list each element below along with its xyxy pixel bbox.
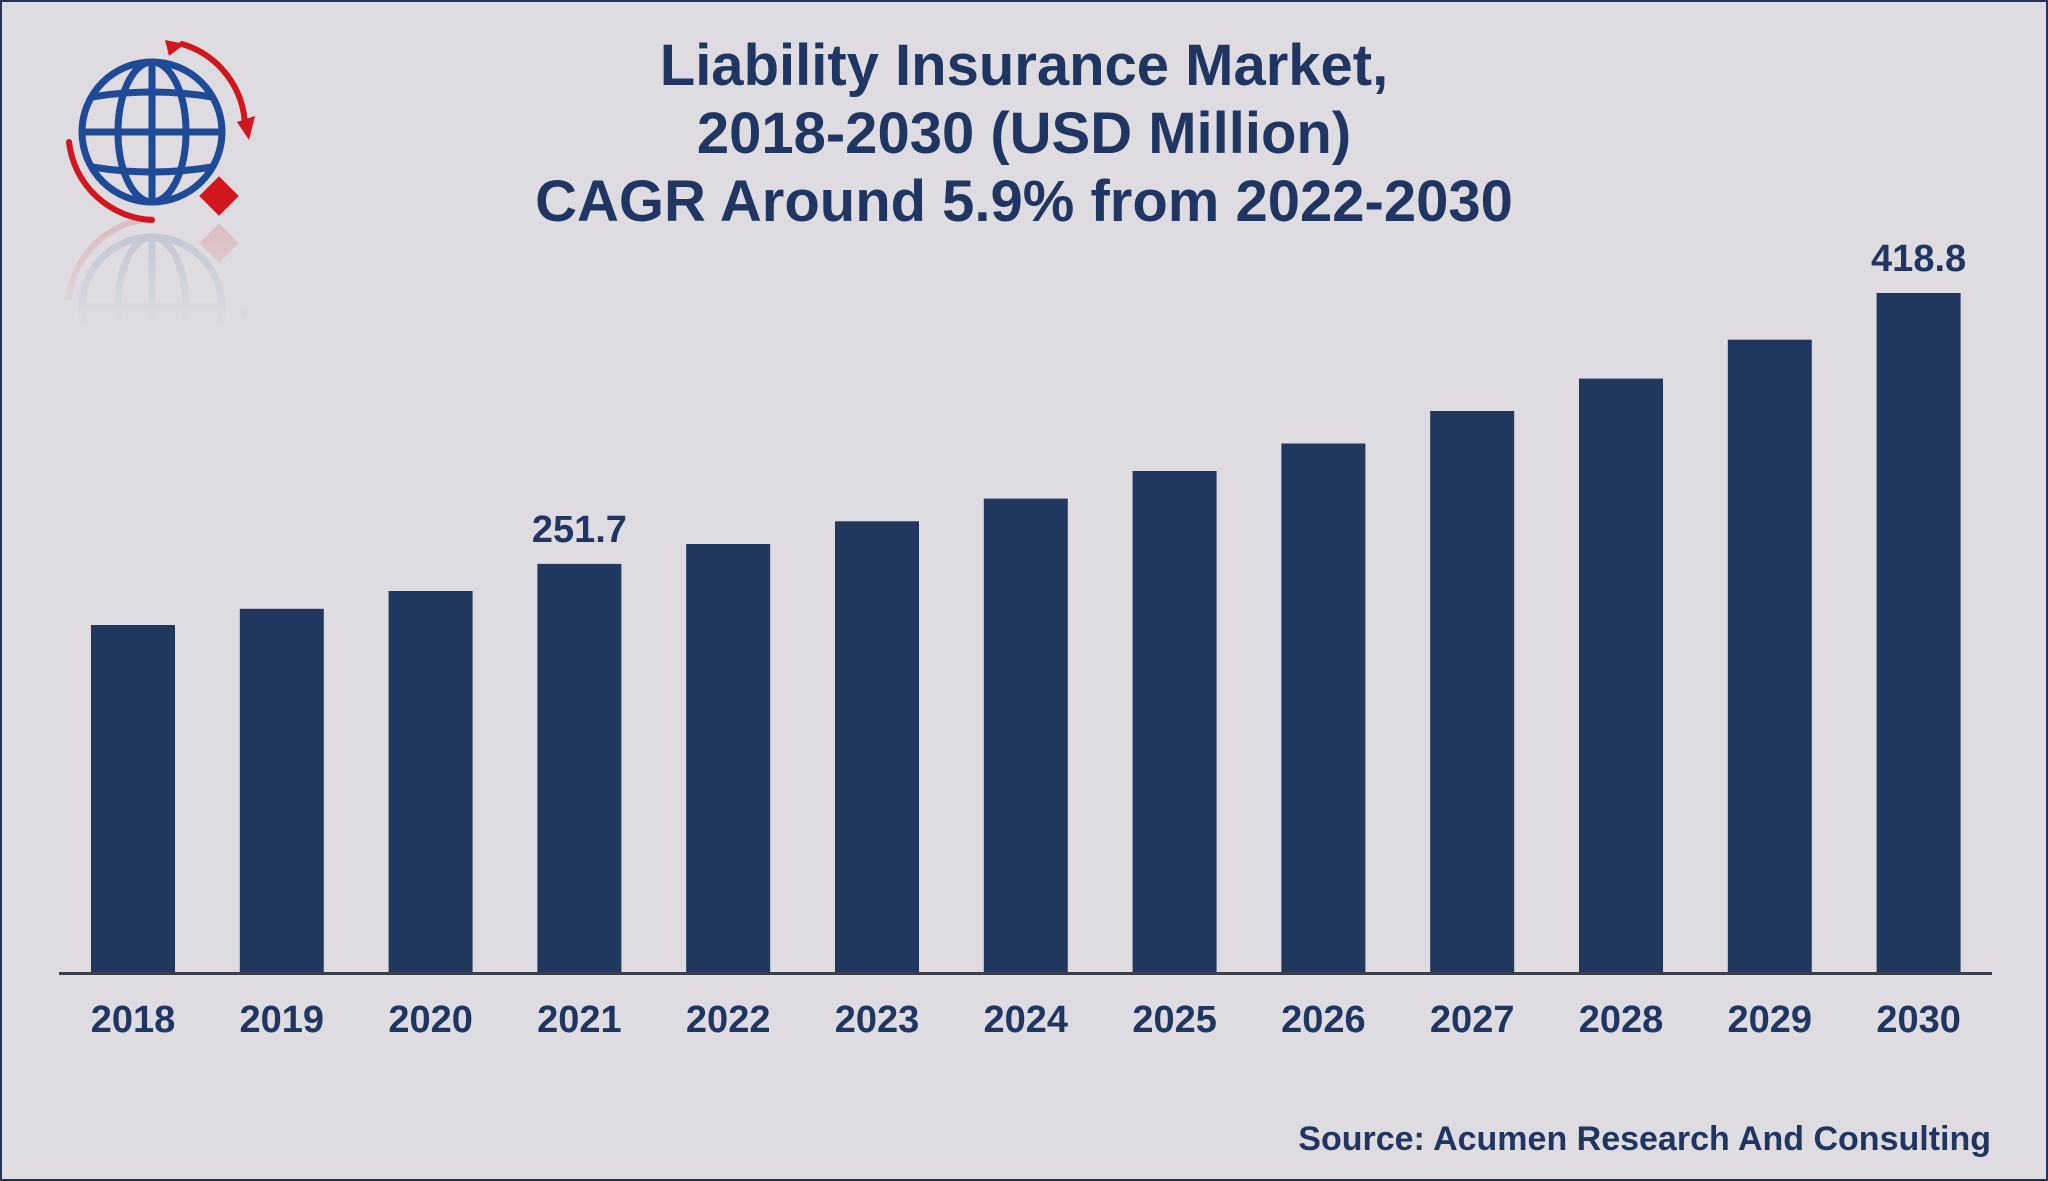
x-tick-label-2026: 2026	[1281, 999, 1366, 1041]
x-tick-label-2020: 2020	[388, 999, 473, 1041]
chart-title: Liability Insurance Market, 2018-2030 (U…	[2, 32, 2046, 236]
bar-2018	[91, 625, 175, 972]
x-tick-label-2030: 2030	[1876, 999, 1961, 1041]
data-labels-group: 251.7 418.8	[532, 238, 1966, 551]
x-tick-label-2023: 2023	[835, 999, 920, 1041]
data-label-2030: 418.8	[1871, 238, 1966, 280]
bar-2022	[686, 544, 771, 972]
bar-2028	[1579, 378, 1663, 973]
globe-logo-icon	[66, 40, 255, 223]
bar-2027	[1430, 411, 1515, 972]
x-tick-label-2029: 2029	[1728, 999, 1813, 1041]
bar-2029	[1727, 339, 1812, 972]
x-tick-label-2027: 2027	[1430, 999, 1515, 1041]
bar-2024	[983, 498, 1068, 972]
bar-2025	[1132, 471, 1217, 972]
bar-2030	[1876, 293, 1961, 972]
chart-title-line-3: CAGR Around 5.9% from 2022-2030	[535, 169, 1513, 234]
globe-logo-reflection	[66, 216, 248, 398]
bar-2023	[835, 521, 919, 972]
x-tick-label-2024: 2024	[984, 999, 1069, 1041]
x-tick-label-2018: 2018	[91, 999, 176, 1041]
chart-title-line-2: 2018-2030 (USD Million)	[696, 101, 1352, 166]
x-tick-label-2019: 2019	[240, 999, 325, 1041]
bar-2026	[1281, 443, 1366, 972]
bar-2021	[537, 563, 622, 972]
bar-2019	[239, 608, 324, 972]
source-note: Source: Acumen Research And Consulting	[1298, 1120, 1991, 1158]
x-tick-label-2022: 2022	[686, 999, 771, 1041]
x-tick-labels-group: 2018 2019 2020 2021 2022 2023 2024 2025 2026 2027…	[91, 999, 1961, 1041]
x-tick-label-2021: 2021	[537, 999, 622, 1041]
x-tick-label-2028: 2028	[1579, 999, 1664, 1041]
data-label-2021: 251.7	[532, 509, 627, 551]
chart-title-line-1: Liability Insurance Market,	[659, 33, 1389, 98]
bars-group	[91, 293, 1961, 973]
bar-2020	[388, 591, 473, 972]
x-tick-label-2025: 2025	[1132, 999, 1217, 1041]
